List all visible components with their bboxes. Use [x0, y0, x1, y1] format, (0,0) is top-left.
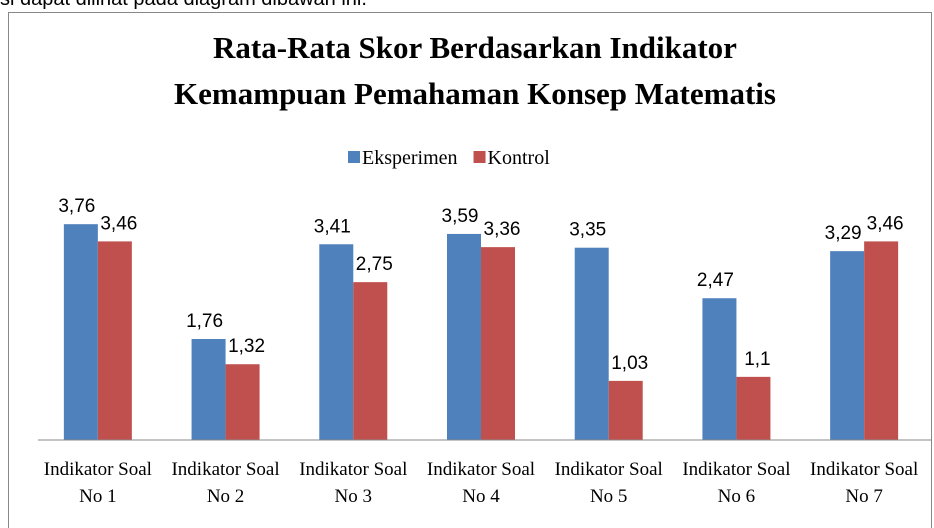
bar [225, 364, 260, 440]
x-tick-label: Indikator Soal No 6 [682, 459, 791, 507]
data-label: 3,35 [569, 220, 606, 241]
x-tick-label: Indikator Soal No 3 [299, 459, 408, 507]
bar [447, 233, 481, 440]
legend-swatch [348, 151, 360, 163]
bar [830, 251, 865, 440]
data-label: 3,29 [825, 223, 862, 244]
x-tick-label: Indikator Soal No 4 [426, 459, 536, 507]
data-label: 2,75 [356, 254, 393, 275]
chart-frame [8, 12, 932, 528]
x-tick-label: Indikator Soal No 2 [171, 459, 280, 507]
data-label: 1,1 [744, 349, 770, 370]
bar [353, 282, 388, 440]
legend-label: Eksperimen [362, 147, 458, 169]
bar [702, 298, 737, 440]
data-label: 3,46 [100, 213, 137, 234]
chart-title: Rata-Rata Skor Berdasarkan Indikator [213, 30, 737, 65]
bar [319, 244, 354, 440]
data-label: 3,36 [484, 219, 521, 240]
data-label: 3,59 [442, 206, 479, 227]
bar [574, 247, 609, 440]
bar [864, 241, 899, 440]
body-text: si dapat dilihat pada diagram dibawah in… [0, 0, 367, 11]
bar [481, 247, 515, 440]
bar [63, 224, 98, 440]
data-label: 2,47 [697, 270, 734, 291]
data-label: 3,41 [314, 216, 351, 237]
data-label: 1,03 [611, 353, 648, 374]
x-tick-label: Indikator Soal No 7 [810, 459, 919, 507]
x-tick-label: Indikator Soal No 5 [554, 459, 663, 507]
legend-label: Kontrol [488, 147, 551, 169]
bar [191, 338, 226, 440]
data-label: 3,46 [867, 213, 904, 234]
data-label: 3,76 [58, 196, 95, 217]
legend-swatch [473, 151, 486, 163]
chart-title: Kemampuan Pemahaman Konsep Matematis [174, 76, 776, 111]
bar [608, 380, 643, 440]
bar [97, 241, 132, 440]
data-label: 1,32 [228, 336, 265, 357]
x-tick-label: Indikator Soal No 1 [43, 459, 152, 507]
bar [736, 376, 771, 440]
data-label: 1,76 [186, 311, 223, 332]
